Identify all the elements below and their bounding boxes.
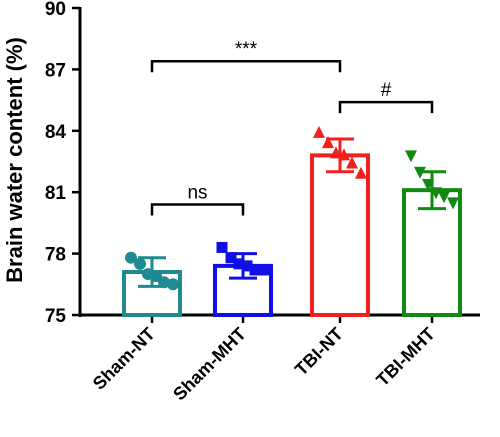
y-tick-label: 90 [45, 0, 66, 20]
data-point [216, 241, 228, 253]
significance-label: ns [187, 182, 207, 203]
x-tick-label: Sham-NT [89, 324, 159, 394]
significance-label: # [381, 80, 392, 101]
data-point [422, 179, 434, 192]
data-point [225, 252, 237, 264]
data-point [322, 136, 334, 149]
data-point [355, 166, 367, 179]
y-tick-label: 87 [45, 60, 66, 81]
data-point [405, 150, 417, 163]
y-tick-label: 78 [45, 245, 66, 266]
data-point [241, 260, 253, 272]
x-tick-label: TBI-NT [291, 324, 347, 380]
data-point [330, 146, 342, 159]
bar [402, 188, 462, 317]
data-point [233, 258, 245, 270]
data-point [125, 251, 137, 264]
data-point [167, 278, 179, 291]
x-tick-label: Sham-MHT [169, 324, 250, 405]
significance-bracket [338, 100, 434, 114]
y-axis-title: Brain water content (%) [2, 37, 27, 283]
annotations: *** ns # [150, 39, 434, 216]
data-point [134, 257, 146, 270]
data-point [430, 187, 442, 200]
data-point [447, 197, 459, 210]
y-tick-label: 84 [45, 122, 67, 143]
significance-bracket [150, 59, 342, 73]
data-point [313, 125, 325, 138]
data-point [438, 191, 450, 204]
data-point [338, 148, 350, 161]
data-point [158, 276, 170, 289]
data-point [258, 264, 270, 276]
x-tick-label: TBI-MHT [372, 324, 438, 390]
y-tick-label: 81 [45, 183, 67, 204]
bar [310, 153, 370, 317]
y-tick-label: 75 [45, 306, 67, 327]
data-point [249, 264, 261, 276]
significance-label: *** [235, 39, 258, 60]
data-point [346, 156, 358, 169]
significance-bracket [150, 203, 245, 216]
data-point [414, 166, 426, 179]
bars [122, 125, 462, 318]
